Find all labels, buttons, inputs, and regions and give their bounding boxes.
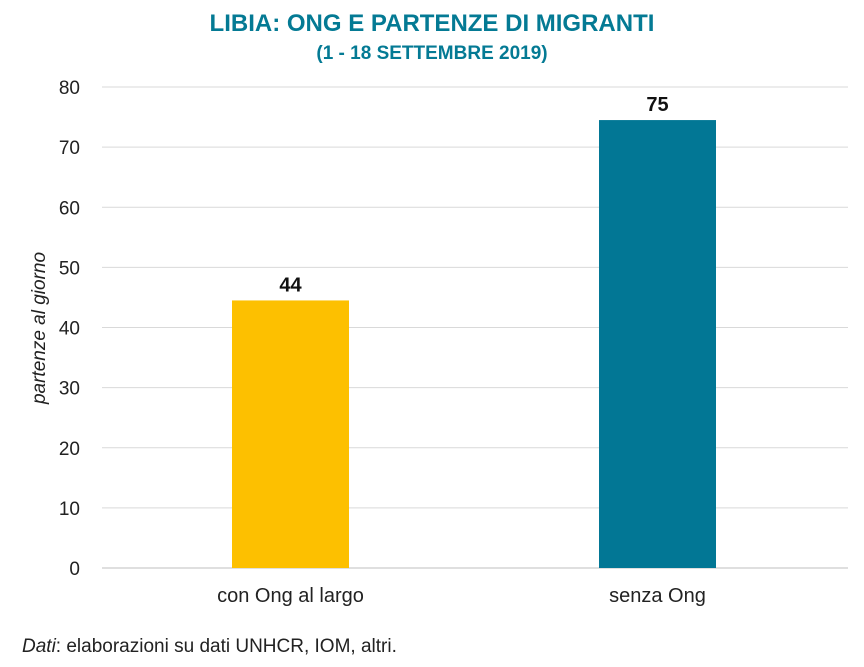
source-label: Dati: [22, 636, 56, 657]
category-label: con Ong al largo: [217, 585, 364, 607]
data-label: 44: [279, 274, 302, 296]
source-note: Dati: elaborazioni su dati UNHCR, IOM, a…: [22, 636, 397, 658]
y-tick-label: 10: [59, 499, 80, 520]
y-tick-label: 70: [59, 138, 80, 159]
y-tick-label: 60: [59, 198, 80, 219]
bar: [599, 120, 716, 568]
y-tick-label: 0: [69, 559, 80, 580]
category-label: senza Ong: [609, 585, 706, 607]
y-tick-label: 30: [59, 379, 80, 400]
chart-title: LIBIA: ONG E PARTENZE DI MIGRANTI: [210, 10, 655, 37]
gridlines: [102, 86, 848, 569]
y-tick-label: 80: [59, 78, 80, 99]
y-axis-label: partenze al giorno: [29, 252, 50, 405]
y-tick-label: 20: [59, 439, 80, 460]
bar: [232, 300, 349, 568]
y-tick-label: 40: [59, 319, 80, 340]
source-text: : elaborazioni su dati UNHCR, IOM, altri…: [55, 636, 397, 657]
data-labels: 44 75: [279, 94, 668, 296]
y-axis-ticks: 0 10 20 30 40 50 60 70 80: [59, 78, 80, 580]
y-tick-label: 50: [59, 258, 80, 279]
data-label: 75: [646, 94, 668, 116]
x-axis-categories: con Ong al largo senza Ong: [217, 585, 706, 607]
bars: [232, 120, 716, 568]
chart-subtitle: (1 - 18 SETTEMBRE 2019): [316, 43, 547, 64]
